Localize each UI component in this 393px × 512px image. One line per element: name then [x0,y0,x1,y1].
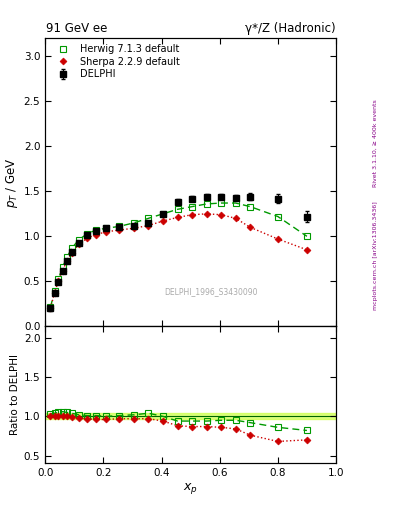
Herwig 7.1.3 default [204,201,209,207]
Sherpa 2.2.9 default [132,225,136,231]
Sherpa 2.2.9 default [52,290,57,296]
Herwig 7.1.3 default [60,264,65,270]
Herwig 7.1.3 default [161,211,165,217]
Herwig 7.1.3 default [219,200,224,206]
Sherpa 2.2.9 default [305,247,309,253]
Sherpa 2.2.9 default [56,278,61,284]
Y-axis label: Ratio to DELPHI: Ratio to DELPHI [9,354,20,435]
Sherpa 2.2.9 default [70,249,74,255]
Legend: Herwig 7.1.3 default, Sherpa 2.2.9 default, DELPHI: Herwig 7.1.3 default, Sherpa 2.2.9 defau… [49,42,182,81]
X-axis label: $x_p$: $x_p$ [183,481,198,496]
Herwig 7.1.3 default [233,200,238,206]
Text: mcplots.cern.ch [arXiv:1306.3436]: mcplots.cern.ch [arXiv:1306.3436] [373,202,378,310]
Herwig 7.1.3 default [70,245,74,251]
Herwig 7.1.3 default [146,215,151,221]
Line: Herwig 7.1.3 default: Herwig 7.1.3 default [47,200,310,310]
Herwig 7.1.3 default [117,223,122,229]
Herwig 7.1.3 default [48,304,53,310]
Sherpa 2.2.9 default [175,215,180,221]
Sherpa 2.2.9 default [104,229,108,235]
Sherpa 2.2.9 default [275,236,280,242]
Sherpa 2.2.9 default [85,235,90,241]
Text: Rivet 3.1.10, ≥ 400k events: Rivet 3.1.10, ≥ 400k events [373,99,378,187]
Text: DELPHI_1996_S3430090: DELPHI_1996_S3430090 [164,287,258,296]
Herwig 7.1.3 default [76,237,81,243]
Sherpa 2.2.9 default [190,211,195,218]
Sherpa 2.2.9 default [233,215,238,221]
Sherpa 2.2.9 default [161,218,165,224]
Herwig 7.1.3 default [175,206,180,212]
Herwig 7.1.3 default [305,233,309,240]
Herwig 7.1.3 default [104,225,108,231]
Herwig 7.1.3 default [190,204,195,210]
Herwig 7.1.3 default [56,276,61,283]
Y-axis label: $p_T$ / GeV: $p_T$ / GeV [4,157,20,208]
Bar [45,413,336,419]
Sherpa 2.2.9 default [76,241,81,247]
Sherpa 2.2.9 default [117,227,122,233]
Sherpa 2.2.9 default [219,211,224,218]
Herwig 7.1.3 default [52,288,57,294]
Sherpa 2.2.9 default [48,305,53,311]
Sherpa 2.2.9 default [146,222,151,228]
Herwig 7.1.3 default [275,214,280,220]
Sherpa 2.2.9 default [204,211,209,217]
Line: Sherpa 2.2.9 default: Sherpa 2.2.9 default [48,211,309,311]
Text: γ*/Z (Hadronic): γ*/Z (Hadronic) [244,22,335,35]
Herwig 7.1.3 default [132,220,136,226]
Sherpa 2.2.9 default [248,224,253,230]
Herwig 7.1.3 default [248,204,253,210]
Sherpa 2.2.9 default [64,258,70,264]
Sherpa 2.2.9 default [60,267,65,273]
Herwig 7.1.3 default [85,230,90,237]
Herwig 7.1.3 default [94,227,98,233]
Sherpa 2.2.9 default [94,231,98,238]
Herwig 7.1.3 default [64,254,70,260]
Text: 91 GeV ee: 91 GeV ee [46,22,108,35]
